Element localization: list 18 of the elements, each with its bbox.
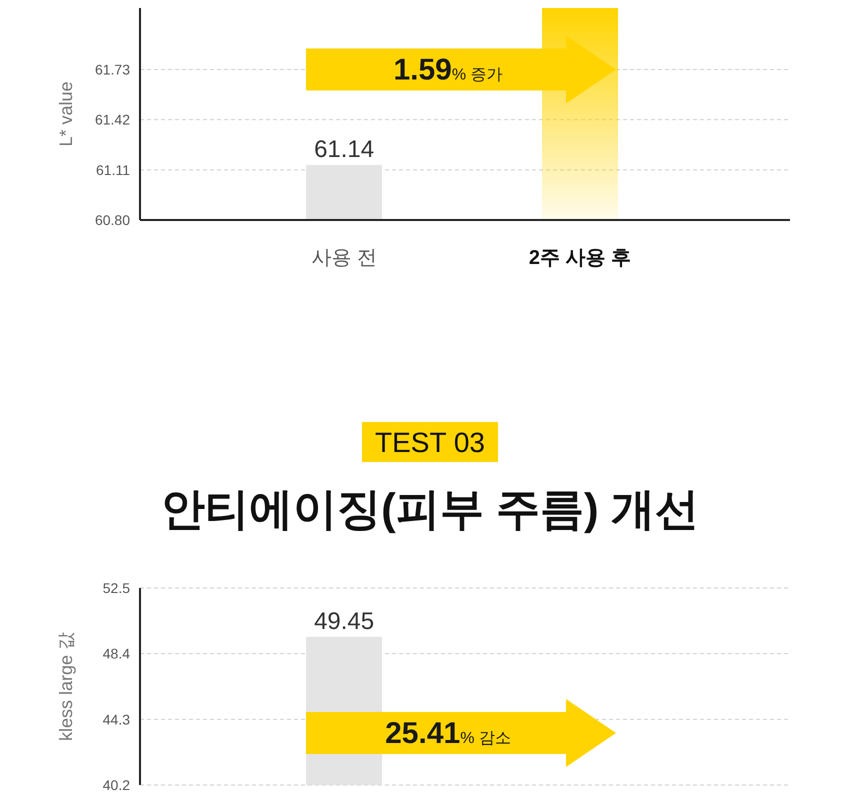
data-label: 49.45 [314, 608, 374, 635]
annotation: 1.59% 증가 [393, 53, 503, 86]
y-axis-title: L* value [56, 81, 76, 147]
y-tick-label: 48.4 [102, 646, 130, 662]
x-tick-label: 2주 사용 후 [528, 247, 632, 269]
y-tick-label: 44.3 [102, 711, 130, 728]
y-tick-label: 52.5 [102, 580, 130, 596]
y-tick-label: 61.73 [94, 61, 130, 78]
y-tick-label: 40.2 [102, 777, 130, 792]
chart-subtitle: TEST 03 [375, 427, 485, 458]
x-tick-label: 사용 전 [311, 247, 377, 269]
y-tick-label: 60.80 [94, 212, 130, 228]
annotation: 25.41% 감소 [385, 716, 511, 750]
y-tick-label: 61.42 [94, 112, 130, 128]
y-tick-label: 61.11 [96, 162, 130, 178]
y-axis-title: kless large 값 [56, 632, 76, 742]
data-label: 61.14 [314, 136, 374, 163]
chart-title: 안티에이징(피부 주름) 개선 [161, 485, 699, 534]
